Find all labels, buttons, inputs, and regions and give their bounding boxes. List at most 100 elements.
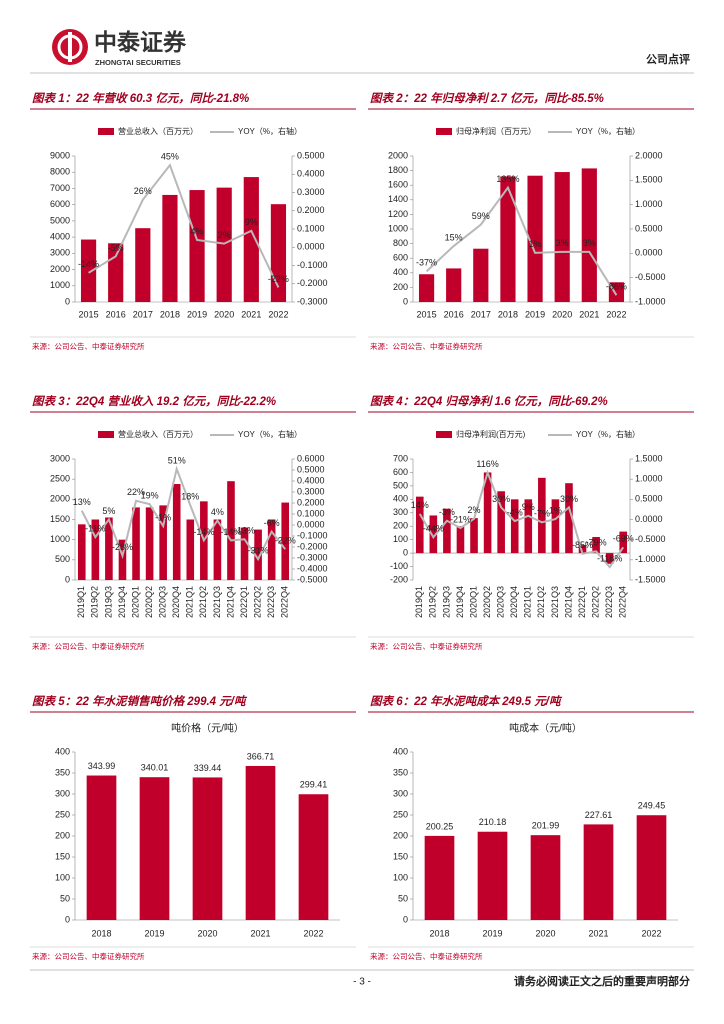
data-label: -28% [112,542,133,552]
data-label: 135% [496,174,519,184]
x-tick-label: 2019Q2 [428,586,438,618]
data-label: 1% [529,239,542,249]
x-tick-label: 2019 [482,928,502,938]
x-tick-label: 2022Q3 [604,586,614,618]
legend-swatch [436,128,452,135]
y-tick-label: 500 [393,480,408,490]
yoy-line [425,185,618,296]
bar [145,507,154,580]
bar [446,268,462,302]
bar [565,483,573,554]
data-label: 200.25 [426,821,454,831]
bar [583,824,614,920]
x-tick-label: 2019Q3 [441,586,451,618]
yoy-line [88,163,280,288]
bar [477,831,508,920]
bar [578,545,587,554]
x-tick-label: 2019Q2 [90,586,100,618]
y2-tick-label: -0.5000 [635,272,666,282]
y-tick-label: 0 [65,296,70,306]
x-tick-label: 2018 [91,928,111,938]
data-label: -22% [275,536,296,546]
y-tick-label: 7000 [50,183,70,193]
data-label: 343.99 [88,761,116,771]
x-tick-label: 2018 [160,309,180,319]
data-label: 340.01 [141,763,169,773]
bar [510,499,519,554]
y-tick-label: 1000 [50,534,70,544]
bar [554,172,570,302]
x-tick-label: 2021 [579,309,599,319]
y-tick-label: 2500 [50,474,70,484]
data-label: -1% [155,512,171,522]
y-tick-label: 0 [65,914,70,924]
data-label: -13% [234,526,255,536]
x-tick-label: 2021 [241,309,261,319]
x-tick-label: 2017 [471,309,491,319]
x-tick-label: 2019Q3 [103,586,113,618]
bar [527,175,543,302]
bar [139,777,170,920]
bar [497,491,505,554]
bar [91,519,100,580]
y-tick-label: 600 [393,253,408,263]
legend-label: 营业总收入（百万元） [118,126,198,136]
data-label: 3% [556,238,569,248]
y-tick-label: 9000 [50,150,70,160]
y-tick-label: 3000 [50,248,70,258]
y-tick-label: 3000 [50,453,70,463]
y-tick-label: 100 [55,872,70,882]
bar [483,472,492,554]
x-tick-label: 2020Q3 [496,586,506,618]
x-tick-label: 2019Q4 [117,586,127,618]
x-tick-label: 2018 [498,309,518,319]
y2-tick-label: 1.5000 [635,453,663,463]
x-tick-label: 2022 [606,309,626,319]
bar [213,519,222,580]
legend-label: YOY（%，右轴） [238,126,302,136]
bar [636,815,667,920]
bar [415,496,424,554]
legend-label: YOY（%，右轴） [238,429,302,439]
logo-en: ZHONGTAI SECURITIES [95,58,181,67]
x-tick-label: 2020 [197,928,217,938]
bar [240,527,249,580]
logo [52,29,88,65]
x-tick-label: 2019 [144,928,164,938]
data-label: 210.18 [479,817,507,827]
data-label: -31% [248,545,269,555]
x-tick-label: 2020Q1 [468,586,478,618]
data-label: 51% [168,455,186,465]
bar [186,519,195,580]
bar [500,176,516,302]
y-tick-label: 600 [393,467,408,477]
logo-cn: 中泰证券 [94,29,187,55]
x-tick-label: 2018 [429,928,449,938]
data-label: -21% [450,514,471,524]
x-tick-label: 2021Q4 [563,586,573,618]
legend-swatch [436,431,452,438]
bar [254,529,262,580]
y-tick-label: 250 [55,809,70,819]
data-label: -22% [268,274,289,284]
x-tick-label: 2020 [552,309,572,319]
source: 来源：公司公告、中泰证券研究所 [370,951,483,961]
data-label: 4% [211,507,224,517]
bar [456,526,465,554]
legend-label: 营业总收入（百万元） [118,429,198,439]
y-tick-label: 250 [393,809,408,819]
bar [473,248,489,302]
bar [551,499,560,554]
y-tick-label: 400 [393,746,408,756]
source: 来源：公司公告、中泰证券研究所 [370,641,483,651]
y2-tick-label: 0.5000 [297,150,325,160]
data-label: 22% [127,487,145,497]
bar [619,531,628,554]
legend-label: 归母净利润（百万元） [456,126,536,136]
y2-tick-label: 0.5000 [297,464,325,474]
data-label: 227.61 [585,810,613,820]
y-tick-label: 6000 [50,199,70,209]
x-tick-label: 2022Q2 [252,586,262,618]
bar [162,194,178,302]
bar [80,239,97,302]
